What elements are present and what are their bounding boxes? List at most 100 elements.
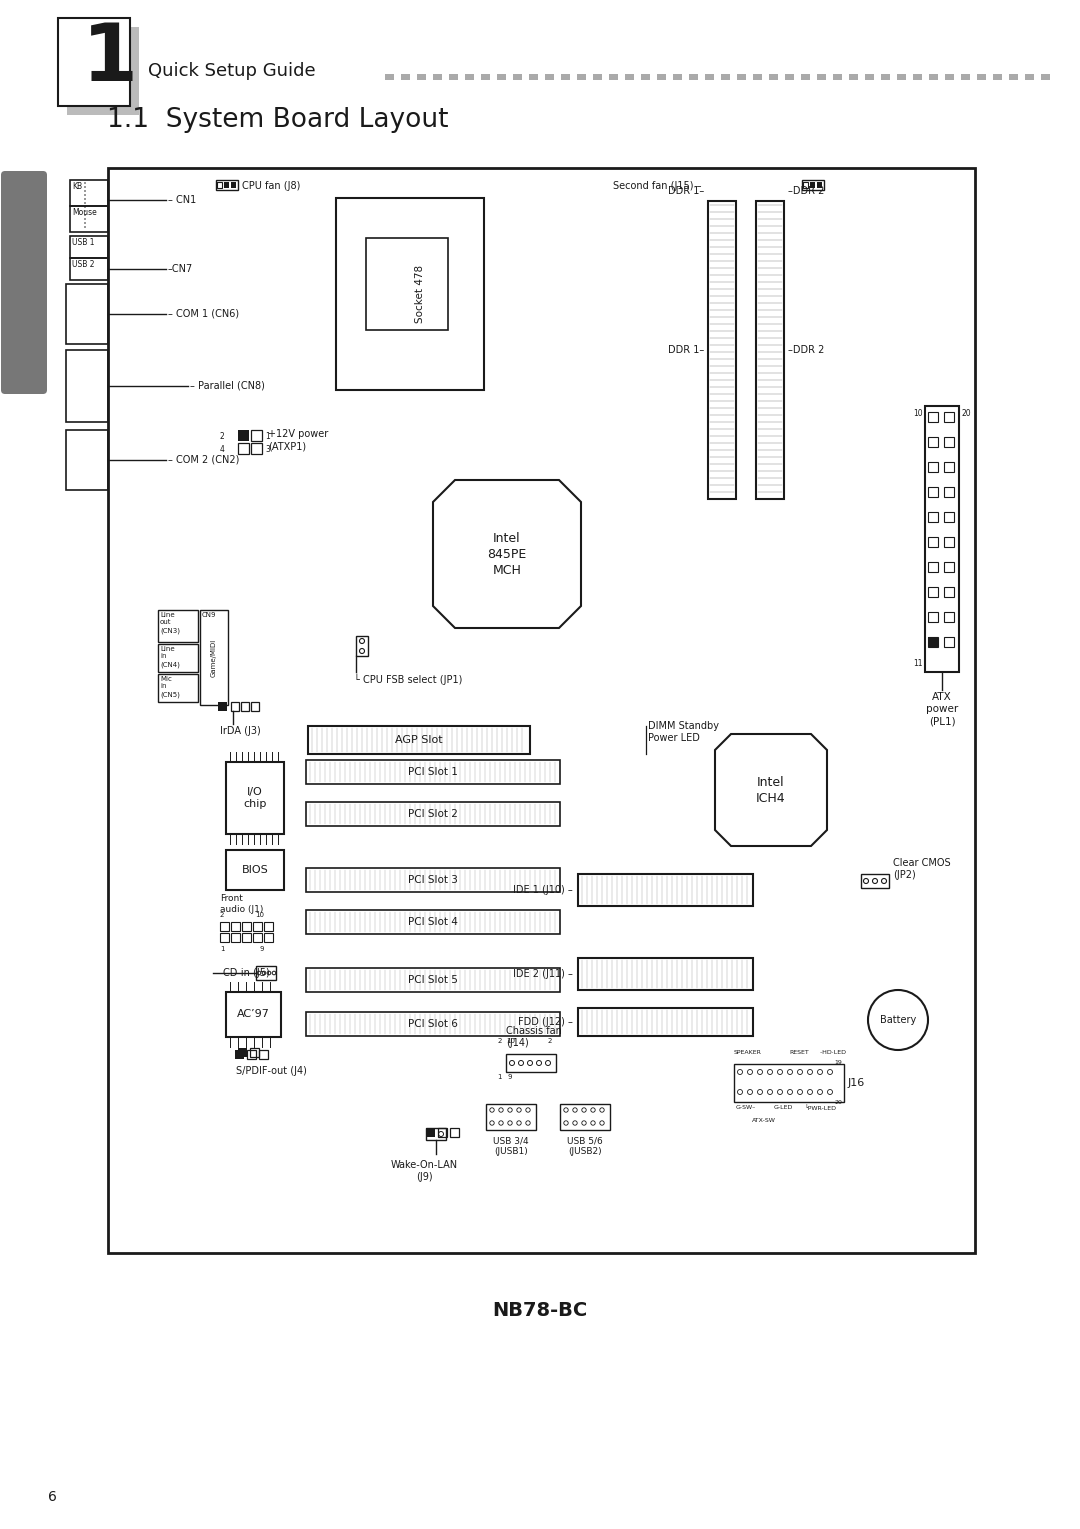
Bar <box>450 1128 459 1138</box>
Bar <box>158 674 198 702</box>
Text: – CN1: – CN1 <box>168 196 197 205</box>
Bar <box>545 73 554 80</box>
Bar <box>84 214 86 216</box>
Text: 2: 2 <box>220 433 225 440</box>
Bar <box>84 182 86 183</box>
Bar <box>84 187 86 188</box>
Text: Quick Setup Guide: Quick Setup Guide <box>148 63 315 80</box>
Bar <box>58 18 130 106</box>
Text: Quick Setup
Guide: Quick Setup Guide <box>13 317 36 381</box>
Bar <box>944 537 954 547</box>
Text: 1.1  System Board Layout: 1.1 System Board Layout <box>107 107 448 133</box>
Bar <box>673 73 681 80</box>
Bar <box>642 73 650 80</box>
Bar <box>438 1128 447 1138</box>
Bar <box>220 933 229 942</box>
Bar <box>993 73 1002 80</box>
Bar <box>70 180 108 206</box>
FancyBboxPatch shape <box>1 171 48 394</box>
Text: KB: KB <box>72 182 82 191</box>
Bar <box>928 462 939 472</box>
Text: USB 5/6
(JUSB2): USB 5/6 (JUSB2) <box>567 1136 603 1156</box>
Text: AC’97: AC’97 <box>237 1009 269 1018</box>
Text: 1: 1 <box>265 433 270 440</box>
Text: 11: 11 <box>914 659 923 668</box>
Bar <box>306 1012 561 1037</box>
Bar <box>928 563 939 572</box>
Bar <box>84 197 86 200</box>
Bar <box>721 73 730 80</box>
Bar <box>689 73 698 80</box>
Text: PCI Slot 4: PCI Slot 4 <box>408 917 458 927</box>
Bar <box>108 168 975 1252</box>
Text: –CN7: –CN7 <box>168 265 193 274</box>
Text: Mouse: Mouse <box>72 208 97 217</box>
Text: SPEAKER: SPEAKER <box>734 1050 761 1055</box>
Text: DIMM Standby
Power LED: DIMM Standby Power LED <box>648 722 719 743</box>
Bar <box>231 182 237 188</box>
Text: – COM 1 (CN6): – COM 1 (CN6) <box>168 309 239 320</box>
Text: –DDR 2: –DDR 2 <box>788 187 824 196</box>
Text: – CD-in (J5): – CD-in (J5) <box>215 968 270 979</box>
Bar <box>449 73 458 80</box>
Bar <box>816 182 822 188</box>
Bar <box>561 73 570 80</box>
Text: 2: 2 <box>220 911 225 917</box>
Text: Front
audio (J1): Front audio (J1) <box>220 894 264 914</box>
Text: 2: 2 <box>498 1038 502 1044</box>
Text: 20: 20 <box>961 408 971 417</box>
Bar <box>1041 73 1050 80</box>
Bar <box>529 73 538 80</box>
Text: 2: 2 <box>548 1038 552 1044</box>
Bar <box>84 206 86 208</box>
Bar <box>306 968 561 992</box>
Bar <box>804 182 808 188</box>
Text: –HD·LED: –HD·LED <box>820 1050 847 1055</box>
Text: 1: 1 <box>498 1073 502 1079</box>
Bar <box>944 512 954 521</box>
Bar <box>924 407 959 673</box>
Bar <box>561 1104 610 1130</box>
Text: Battery: Battery <box>880 1015 916 1024</box>
Bar <box>84 222 86 225</box>
Bar <box>249 1047 259 1057</box>
Bar <box>513 73 522 80</box>
Bar <box>609 73 618 80</box>
Text: Clear CMOS
(JP2): Clear CMOS (JP2) <box>893 858 950 881</box>
Bar <box>913 73 922 80</box>
Text: ATX
power
(PL1): ATX power (PL1) <box>926 693 958 726</box>
Text: BIOS: BIOS <box>242 865 268 875</box>
Text: USB 2: USB 2 <box>72 260 95 269</box>
Bar <box>67 28 139 115</box>
Bar <box>251 443 262 454</box>
Bar <box>578 959 753 989</box>
Bar <box>945 73 954 80</box>
Text: CN9: CN9 <box>202 612 216 618</box>
Bar <box>929 73 939 80</box>
Bar <box>259 1050 268 1060</box>
Bar <box>66 350 108 422</box>
Text: Game/MIDI: Game/MIDI <box>211 639 217 677</box>
Bar <box>944 587 954 596</box>
Bar <box>928 512 939 521</box>
Bar <box>708 200 735 498</box>
Bar <box>256 966 276 980</box>
Bar <box>804 182 808 188</box>
Bar <box>242 933 251 942</box>
Bar <box>801 73 810 80</box>
Text: └PWR-LED: └PWR-LED <box>804 1105 836 1112</box>
Bar <box>253 933 262 942</box>
Text: 1: 1 <box>82 20 138 98</box>
Text: Mic
in
(CN5): Mic in (CN5) <box>160 676 180 697</box>
Bar <box>593 73 602 80</box>
Text: RESET: RESET <box>789 1050 809 1055</box>
Text: PCI Slot 3: PCI Slot 3 <box>408 875 458 885</box>
Bar <box>928 488 939 497</box>
Bar <box>70 235 108 258</box>
Bar <box>802 180 824 190</box>
Bar <box>356 636 368 656</box>
Bar <box>217 182 222 188</box>
Bar <box>578 1008 753 1037</box>
Text: Line
out
(CN3): Line out (CN3) <box>160 612 180 633</box>
Text: 20: 20 <box>834 1099 842 1105</box>
